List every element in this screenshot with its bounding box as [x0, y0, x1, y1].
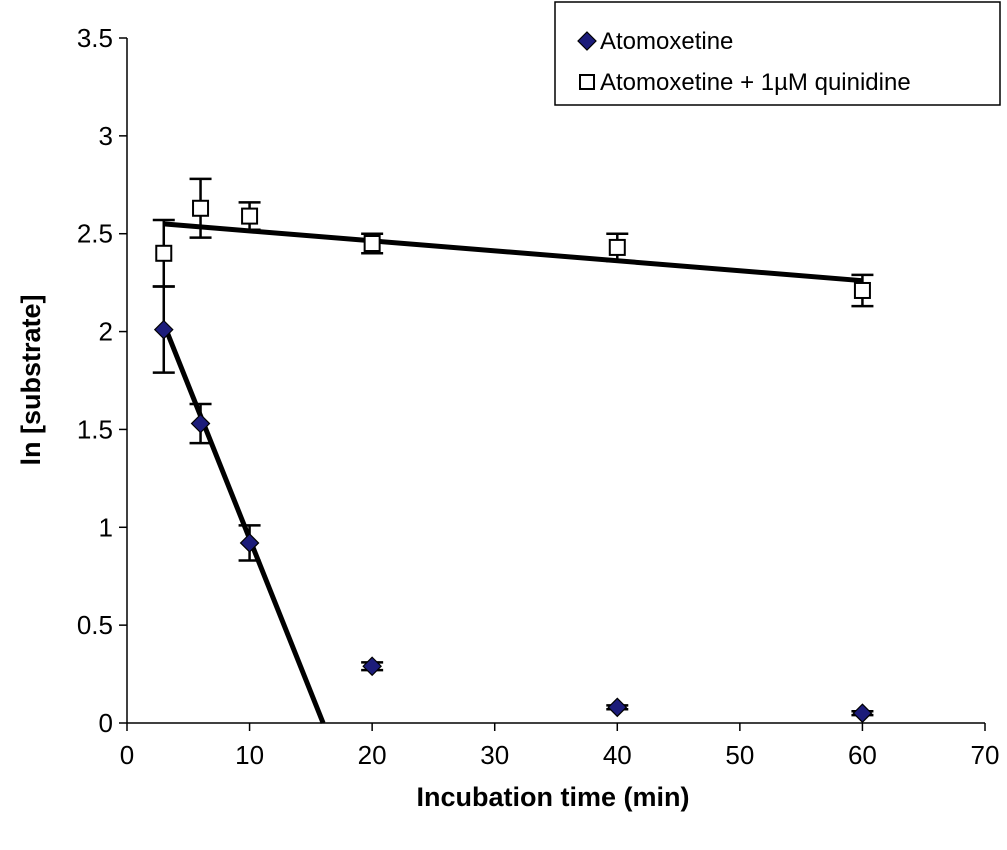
- diamond-marker: [362, 656, 382, 677]
- y-tick-label: 1.5: [77, 414, 113, 444]
- square-marker: [241, 207, 259, 225]
- square-marker: [363, 235, 381, 252]
- y-tick-label: 2: [99, 317, 113, 347]
- legend-label-atomoxetine-quinidine: Atomoxetine + 1µM quinidine: [600, 69, 911, 96]
- legend: Atomoxetine Atomoxetine + 1µM quinidine: [554, 1, 1001, 106]
- x-tick-label: 40: [603, 740, 632, 770]
- square-marker: [853, 281, 871, 299]
- y-tick-label: 0.5: [77, 610, 113, 640]
- legend-marker-atomoxetine: [577, 31, 597, 51]
- square-marker: [608, 238, 626, 256]
- legend-box: [554, 1, 1001, 106]
- x-axis-title: Incubation time (min): [417, 782, 690, 812]
- data-point-series-0: [606, 697, 629, 718]
- legend-label-atomoxetine: Atomoxetine: [600, 28, 733, 55]
- diamond-marker: [607, 697, 628, 718]
- y-tick-label: 1: [99, 512, 113, 542]
- data-point-series-1: [238, 201, 261, 232]
- x-tick-label: 60: [848, 740, 877, 770]
- data-point-series-1: [606, 232, 629, 263]
- y-tick-label: 3: [99, 121, 113, 151]
- x-tick-label: 0: [120, 740, 134, 770]
- trendline-series-1: [163, 221, 863, 284]
- y-axis-title: ln [substrate]: [16, 294, 46, 465]
- diamond-marker: [239, 533, 260, 553]
- data-point-series-0: [361, 656, 384, 677]
- x-tick-label: 70: [971, 740, 1000, 770]
- x-tick-label: 50: [725, 740, 754, 770]
- legend-marker-atomoxetine-quinidine: [579, 74, 595, 90]
- diamond-marker: [153, 319, 174, 340]
- data-point-series-0: [238, 524, 261, 562]
- diamond-marker: [190, 413, 211, 434]
- y-tick-label: 3.5: [77, 23, 113, 53]
- square-marker: [155, 244, 173, 262]
- x-tick-label: 10: [235, 740, 264, 770]
- x-tick-label: 30: [480, 740, 509, 770]
- data-point-series-0: [851, 703, 874, 724]
- data-point-series-1: [851, 273, 874, 308]
- trendlines: [161, 221, 863, 724]
- data-points: [152, 177, 874, 724]
- diamond-marker: [852, 703, 873, 724]
- y-tick-label: 2.5: [77, 219, 113, 249]
- data-point-series-0: [189, 402, 212, 445]
- data-point-series-1: [189, 177, 212, 239]
- data-point-series-1: [152, 218, 175, 288]
- data-point-series-0: [152, 285, 175, 374]
- y-tick-label: 0: [99, 708, 113, 738]
- trendline-series-0: [161, 322, 326, 724]
- data-point-series-1: [361, 232, 384, 255]
- axes: 0 0.5 1 1.5 2 2.5 3 3.5 0 10 20 30 40 50 60 70: [77, 23, 1000, 770]
- square-marker: [192, 199, 210, 217]
- x-tick-label: 20: [358, 740, 387, 770]
